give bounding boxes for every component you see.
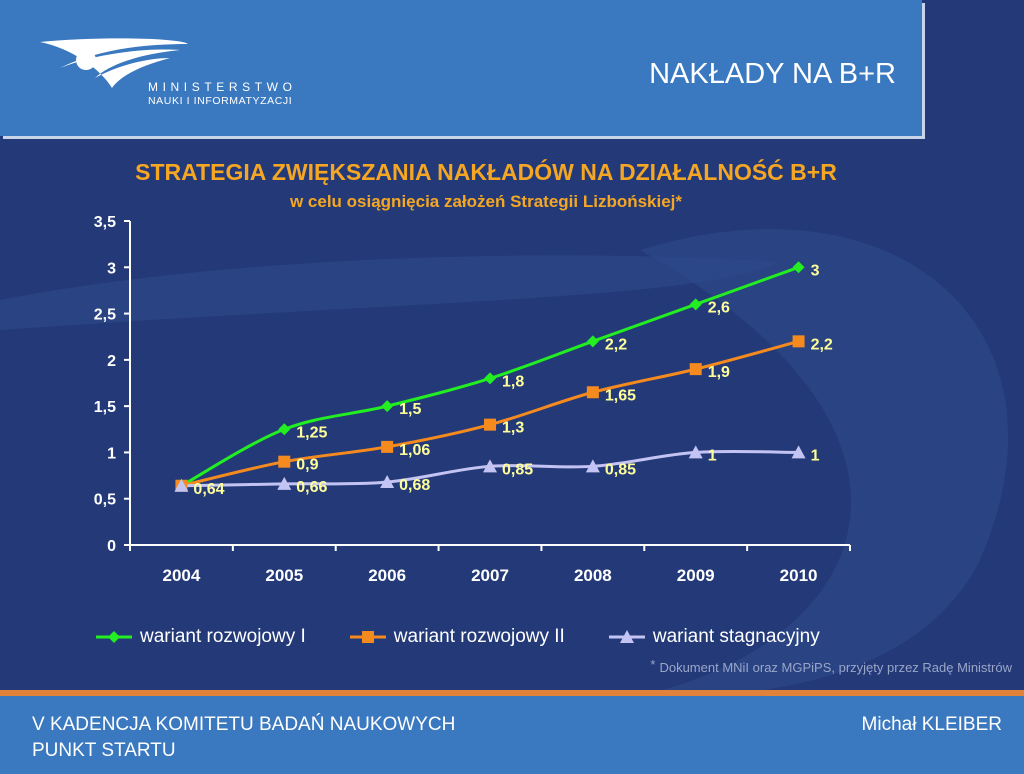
legend-item-2: wariant rozwojowy II xyxy=(349,626,565,648)
footnote: * Dokument MNiI oraz MGPiPS, przyjęty prz… xyxy=(650,657,1012,675)
data-point-1 xyxy=(381,400,394,413)
x-tick-label: 2007 xyxy=(471,566,509,585)
x-tick-label: 2006 xyxy=(368,566,406,585)
data-label-2: 1,06 xyxy=(399,442,430,459)
legend-label-3: wariant stagnacyjny xyxy=(652,626,820,647)
x-tick-label: 2005 xyxy=(265,566,303,585)
data-point-1 xyxy=(689,298,702,311)
data-label-3: 0,66 xyxy=(296,479,327,496)
footer-author: Michał KLEIBER xyxy=(861,714,1002,735)
data-label-2: 1,9 xyxy=(708,364,730,381)
data-label-3: 0,85 xyxy=(502,461,533,478)
data-point-2 xyxy=(484,418,496,431)
data-label-1: 3 xyxy=(811,262,820,279)
legend-label-1: wariant rozwojowy I xyxy=(140,626,306,647)
y-tick-label: 2,5 xyxy=(94,307,116,324)
y-tick-label: 0,5 xyxy=(94,492,116,509)
data-point-3 xyxy=(791,445,806,459)
data-point-2 xyxy=(586,386,599,399)
data-point-1 xyxy=(484,372,496,385)
x-tick-label: 2008 xyxy=(574,566,612,585)
data-label-2: 0,9 xyxy=(296,457,318,474)
data-label-3: 1 xyxy=(708,447,717,464)
chart-legend: wariant rozwojowy I wariant rozwojowy II w… xyxy=(96,622,864,652)
ministry-name-line1: MINISTERSTWO xyxy=(148,80,297,94)
data-point-3 xyxy=(483,459,497,473)
footer-subtitle: PUNKT STARTU xyxy=(32,740,176,761)
chart-subtitle: w celu osiągnięcia założeń Strategii Liz… xyxy=(289,192,683,211)
data-label-3: 0,85 xyxy=(605,461,636,478)
data-point-2 xyxy=(278,455,291,468)
x-tick-label: 2009 xyxy=(677,566,715,585)
data-point-2 xyxy=(381,440,394,453)
data-label-3: 0,64 xyxy=(193,481,224,498)
data-label-1: 2,2 xyxy=(605,336,627,353)
data-label-2: 2,2 xyxy=(811,336,833,353)
line-chart: 0 0,5 1 1,5 2 2,5 3 3,5 2004 2005 2006 2007 2008 2009… xyxy=(94,214,851,585)
data-label-1: 2,6 xyxy=(708,299,730,316)
data-point-3 xyxy=(380,475,395,489)
data-point-1 xyxy=(792,261,805,274)
data-point-3 xyxy=(688,445,703,459)
data-point-1 xyxy=(278,423,291,436)
y-tick-label: 0 xyxy=(107,538,116,555)
legend-label-2: wariant rozwojowy II xyxy=(393,626,565,647)
y-tick-label: 2 xyxy=(107,353,116,370)
legend-swatch-2 xyxy=(349,631,386,643)
data-label-2: 1,3 xyxy=(502,420,524,437)
slide-title: NAKŁADY NA B+R xyxy=(649,58,896,90)
footer-committee: V KADENCJA KOMITETU BADAŃ NAUKOWYCH xyxy=(32,714,456,735)
ministry-name-line2: NAUKI I INFORMATYZACJI xyxy=(148,95,293,107)
data-point-1 xyxy=(586,335,599,348)
y-tick-label: 3,5 xyxy=(94,214,116,231)
y-tick-label: 1,5 xyxy=(94,399,116,416)
y-tick-label: 1 xyxy=(107,445,116,462)
data-label-2: 1,65 xyxy=(605,387,636,404)
data-label-1: 1,5 xyxy=(399,401,421,418)
x-tick-label: 2004 xyxy=(163,566,201,585)
data-label-3: 0,68 xyxy=(399,477,430,494)
data-point-2 xyxy=(689,363,702,376)
legend-swatch-3 xyxy=(608,630,645,643)
footnote-text: Dokument MNiI oraz MGPiPS, przyjęty prze… xyxy=(659,660,1012,675)
data-label-1: 1,8 xyxy=(502,373,524,390)
ministry-logo-icon xyxy=(40,38,188,88)
data-point-3 xyxy=(174,478,189,492)
chart-title: STRATEGIA ZWIĘKSZANIA NAKŁADÓW NA DZIAŁA… xyxy=(135,159,837,185)
data-point-3 xyxy=(277,476,292,490)
x-tick-label: 2010 xyxy=(780,566,818,585)
data-label-1: 1,25 xyxy=(296,424,327,441)
footer-band: V KADENCJA KOMITETU BADAŃ NAUKOWYCH PUNK… xyxy=(0,690,1024,774)
header-band: MINISTERSTWO NAUKI I INFORMATYZACJI NAKŁ… xyxy=(0,0,922,136)
y-tick-label: 3 xyxy=(107,260,116,277)
data-point-3 xyxy=(585,459,600,473)
footnote-marker: * xyxy=(650,657,656,672)
legend-item-1: wariant rozwojowy I xyxy=(96,626,306,648)
data-point-2 xyxy=(792,335,805,348)
legend-swatch-1 xyxy=(96,631,132,643)
data-label-3: 1 xyxy=(811,447,820,464)
legend-item-3: wariant stagnacyjny xyxy=(608,626,820,648)
